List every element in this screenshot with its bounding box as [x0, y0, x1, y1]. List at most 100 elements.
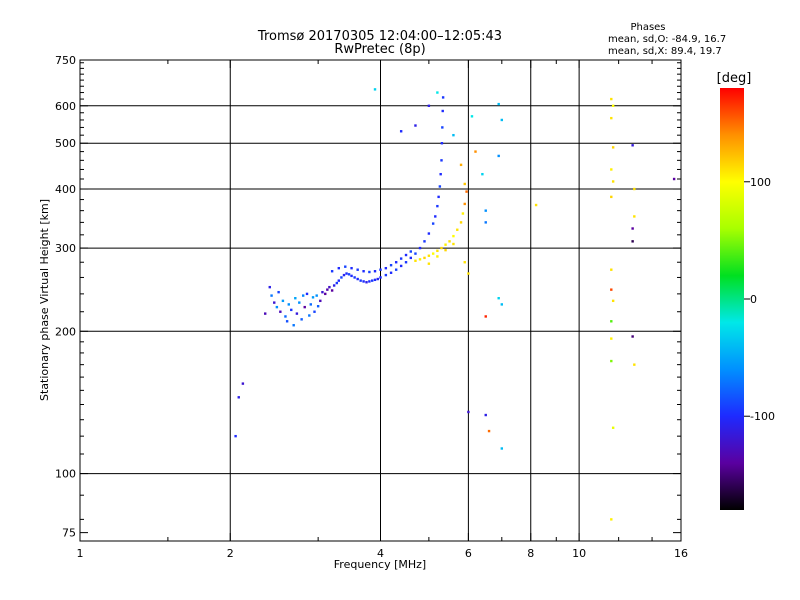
- data-point: [481, 172, 484, 176]
- data-point: [459, 163, 463, 167]
- data-point: [373, 88, 377, 91]
- data-point: [436, 249, 439, 253]
- data-point: [484, 413, 487, 417]
- legend-title: Phases: [630, 22, 665, 33]
- data-point: [672, 177, 676, 181]
- colorbar-ticks: 100 0 -100: [744, 176, 775, 423]
- data-point: [277, 290, 280, 294]
- data-point: [500, 447, 504, 450]
- data-point: [319, 299, 322, 303]
- data-point: [362, 280, 365, 283]
- chart-subtitle: RwPretec (8p): [334, 42, 425, 57]
- data-point: [414, 252, 417, 255]
- data-point: [292, 324, 295, 327]
- data-point: [484, 209, 487, 212]
- data-point: [371, 279, 374, 282]
- data-point: [441, 96, 445, 99]
- data-point: [404, 261, 408, 264]
- data-point: [290, 308, 293, 312]
- legend-line-o: mean, sd,O: -84.9, 16.7: [608, 34, 726, 45]
- data-point: [631, 227, 634, 230]
- data-point: [610, 168, 613, 171]
- data-point: [418, 246, 422, 250]
- data-point: [365, 281, 368, 284]
- data-point: [234, 434, 237, 438]
- data-point: [321, 290, 324, 294]
- data-point: [448, 240, 451, 243]
- data-point: [409, 256, 412, 260]
- y-tick-label: 600: [55, 100, 76, 113]
- data-point: [301, 294, 305, 297]
- data-point: [340, 276, 343, 279]
- data-point: [389, 271, 393, 274]
- data-point: [439, 172, 442, 176]
- data-point: [389, 263, 393, 267]
- data-point: [356, 277, 359, 281]
- data-point: [611, 299, 615, 303]
- data-point: [399, 130, 403, 133]
- x-tick-label: 8: [527, 547, 534, 560]
- data-point: [610, 337, 613, 340]
- x-tick-label: 6: [465, 547, 472, 560]
- data-point: [362, 270, 365, 273]
- x-tick-label: 1: [77, 547, 84, 560]
- data-point: [436, 255, 439, 258]
- data-point: [440, 142, 444, 145]
- x-tick-label: 10: [572, 547, 586, 560]
- data-point: [309, 303, 312, 306]
- data-point: [611, 180, 615, 183]
- data-point: [500, 303, 504, 306]
- data-point: [436, 91, 439, 94]
- data-point: [384, 266, 388, 270]
- data-point: [437, 195, 440, 199]
- data-point: [463, 202, 466, 206]
- data-point: [379, 268, 382, 271]
- data-point: [342, 273, 346, 277]
- data-point: [441, 126, 444, 129]
- y-tick-label: 75: [62, 527, 76, 540]
- data-point: [452, 234, 455, 238]
- data-point: [610, 97, 613, 101]
- data-point: [294, 296, 297, 300]
- data-point: [484, 315, 487, 318]
- data-point: [353, 276, 356, 279]
- data-point: [337, 266, 341, 270]
- data-point: [303, 305, 306, 309]
- data-point: [610, 518, 613, 521]
- data-point: [610, 116, 613, 120]
- data-point: [399, 257, 403, 260]
- data-point: [313, 310, 316, 313]
- data-point: [452, 133, 455, 137]
- x-axis: 1 2 4 6 8 10 16: [77, 60, 688, 560]
- data-point: [474, 150, 477, 153]
- x-tick-label: 16: [674, 547, 688, 560]
- data-point: [328, 285, 331, 289]
- data-point: [335, 281, 339, 285]
- data-point: [611, 146, 615, 149]
- data-point: [298, 301, 301, 304]
- data-point: [330, 289, 334, 292]
- data-point: [394, 261, 398, 264]
- data-point: [345, 272, 348, 275]
- data-point: [611, 104, 615, 108]
- data-point: [427, 104, 431, 108]
- data-point: [384, 273, 388, 277]
- x-tick-label: 4: [377, 547, 384, 560]
- data-point: [427, 232, 431, 235]
- y-tick-label: 750: [55, 54, 76, 67]
- data-point: [373, 270, 377, 273]
- data-point: [463, 182, 466, 186]
- y-tick-label: 200: [55, 325, 76, 338]
- colorbar-tick-label: 0: [750, 293, 757, 306]
- data-point: [376, 277, 379, 281]
- data-point: [414, 124, 417, 127]
- data-point: [368, 270, 371, 274]
- data-point: [497, 102, 500, 106]
- data-point: [350, 266, 353, 270]
- data-point: [264, 312, 267, 315]
- data-point: [279, 310, 282, 313]
- data-point: [434, 215, 437, 218]
- data-point: [611, 426, 615, 429]
- data-point: [610, 268, 613, 271]
